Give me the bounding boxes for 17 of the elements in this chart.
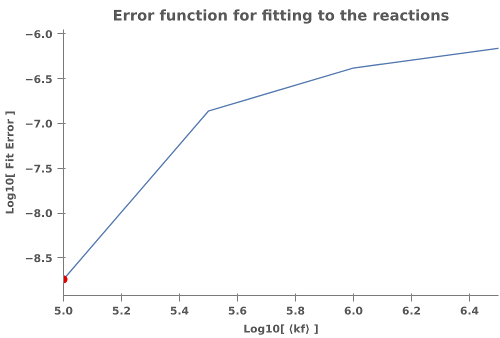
x-tick-label: 6.0	[344, 304, 363, 318]
x-tick-label: 5.2	[112, 304, 131, 318]
y-tick-label: −7.0	[24, 118, 53, 131]
x-tick-label: 5.6	[228, 304, 247, 318]
y-axis-title: Log10[ Fit Error ]	[4, 110, 17, 214]
x-tick-label: 5.8	[286, 304, 305, 318]
y-tick-label: −6.5	[24, 72, 53, 86]
y-tick-label: −6.0	[24, 28, 53, 41]
x-tick-label: 6.4	[460, 304, 479, 318]
x-axis-title: Log10[ ⟨kf⟩ ]	[243, 322, 319, 336]
y-tick-label: −7.5	[24, 162, 53, 176]
x-tick-label: 5.0	[54, 304, 73, 318]
chart-title: Error function for fitting to the reactions	[112, 8, 450, 24]
y-tick-label: −8.5	[24, 252, 53, 265]
x-tick-label: 5.4	[170, 304, 189, 318]
y-tick-label: −8.0	[24, 207, 53, 220]
x-tick-label: 6.2	[402, 304, 421, 318]
